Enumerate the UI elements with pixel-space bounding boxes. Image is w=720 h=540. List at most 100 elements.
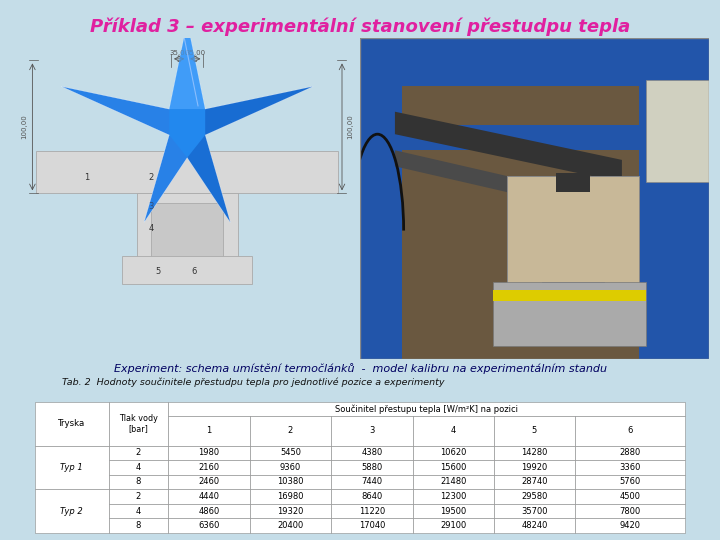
Text: Experiment: schema umístění termočlánků  -  model kalibru na experimentálním sta: Experiment: schema umístění termočlánků …: [114, 363, 606, 374]
Bar: [137, 193, 238, 261]
Text: 20400: 20400: [277, 521, 304, 530]
Bar: [575, 518, 685, 533]
Polygon shape: [395, 112, 622, 183]
Text: Tryska: Tryska: [58, 419, 86, 428]
Bar: [413, 475, 494, 489]
Bar: [109, 504, 168, 518]
Text: 11220: 11220: [359, 507, 385, 516]
Bar: [492, 282, 647, 346]
Polygon shape: [205, 86, 313, 135]
Text: 15600: 15600: [440, 463, 467, 472]
Bar: [575, 489, 685, 504]
Bar: [168, 475, 250, 489]
Text: 35700: 35700: [521, 507, 548, 516]
Bar: [575, 460, 685, 475]
Text: 29100: 29100: [440, 521, 467, 530]
Bar: [168, 446, 250, 460]
Text: 5760: 5760: [619, 477, 641, 487]
Bar: [494, 504, 575, 518]
Text: Typ 1: Typ 1: [60, 463, 84, 472]
Text: 2: 2: [148, 173, 154, 181]
Bar: [168, 518, 250, 533]
Bar: [331, 518, 413, 533]
Text: 6: 6: [627, 427, 633, 435]
Text: 3: 3: [369, 427, 374, 435]
Bar: [494, 446, 575, 460]
Text: 2: 2: [136, 448, 141, 457]
Text: 28740: 28740: [521, 477, 548, 487]
Bar: [331, 489, 413, 504]
Bar: [109, 518, 168, 533]
Bar: [122, 256, 252, 284]
Text: 4860: 4860: [198, 507, 220, 516]
Polygon shape: [169, 22, 205, 109]
Bar: [168, 416, 250, 446]
Bar: [331, 460, 413, 475]
Bar: [331, 416, 413, 446]
Bar: [639, 38, 709, 359]
Bar: [492, 290, 647, 301]
Bar: [360, 38, 402, 359]
Bar: [413, 416, 494, 446]
Polygon shape: [61, 86, 169, 135]
Text: 1980: 1980: [199, 448, 220, 457]
Bar: [109, 475, 168, 489]
Bar: [541, 282, 605, 327]
Bar: [575, 446, 685, 460]
Text: 9420: 9420: [619, 521, 641, 530]
Bar: [250, 504, 331, 518]
Polygon shape: [395, 150, 605, 214]
Text: 12300: 12300: [440, 492, 467, 501]
Text: 8: 8: [136, 521, 141, 530]
Bar: [168, 402, 685, 416]
Text: Tab. 2  Hodnoty součinitele přestudpu tepla pro jednotlivé pozice a experimenty: Tab. 2 Hodnoty součinitele přestudpu tep…: [62, 377, 445, 387]
Bar: [250, 518, 331, 533]
Text: 8640: 8640: [361, 492, 382, 501]
Bar: [36, 151, 338, 193]
Text: 19920: 19920: [521, 463, 548, 472]
Bar: [494, 475, 575, 489]
Text: 4500: 4500: [619, 492, 641, 501]
Text: 4: 4: [451, 427, 456, 435]
Polygon shape: [187, 135, 230, 222]
Bar: [35, 489, 109, 533]
Bar: [109, 446, 168, 460]
Text: 1: 1: [84, 173, 89, 181]
Text: 4: 4: [148, 225, 154, 233]
Bar: [168, 489, 250, 504]
Bar: [331, 504, 413, 518]
Text: 10380: 10380: [277, 477, 304, 487]
Text: 5: 5: [156, 267, 161, 275]
Bar: [575, 504, 685, 518]
Bar: [507, 176, 639, 288]
Bar: [109, 489, 168, 504]
Bar: [151, 203, 223, 261]
Bar: [250, 460, 331, 475]
Text: 2: 2: [288, 427, 293, 435]
Text: 2: 2: [136, 492, 141, 501]
Text: Typ 2: Typ 2: [60, 507, 84, 516]
Bar: [647, 79, 709, 183]
Bar: [413, 460, 494, 475]
Bar: [575, 416, 685, 446]
Text: 16980: 16980: [277, 492, 304, 501]
Text: 48240: 48240: [521, 521, 548, 530]
Text: 2160: 2160: [199, 463, 220, 472]
Bar: [109, 402, 168, 446]
Text: 4380: 4380: [361, 448, 382, 457]
Bar: [494, 460, 575, 475]
Text: 7440: 7440: [361, 477, 382, 487]
Bar: [168, 460, 250, 475]
Text: Součinitel přestupu tepla [W/m²K] na pozici: Součinitel přestupu tepla [W/m²K] na poz…: [335, 404, 518, 414]
Bar: [556, 173, 590, 192]
Text: 17040: 17040: [359, 521, 385, 530]
Text: 8: 8: [136, 477, 141, 487]
Bar: [413, 504, 494, 518]
Text: Tlak vody
[bar]: Tlak vody [bar]: [119, 414, 158, 433]
Bar: [402, 125, 664, 150]
Text: 4440: 4440: [199, 492, 220, 501]
Bar: [413, 489, 494, 504]
Bar: [250, 489, 331, 504]
Text: 5: 5: [532, 427, 537, 435]
Text: 4: 4: [136, 507, 141, 516]
